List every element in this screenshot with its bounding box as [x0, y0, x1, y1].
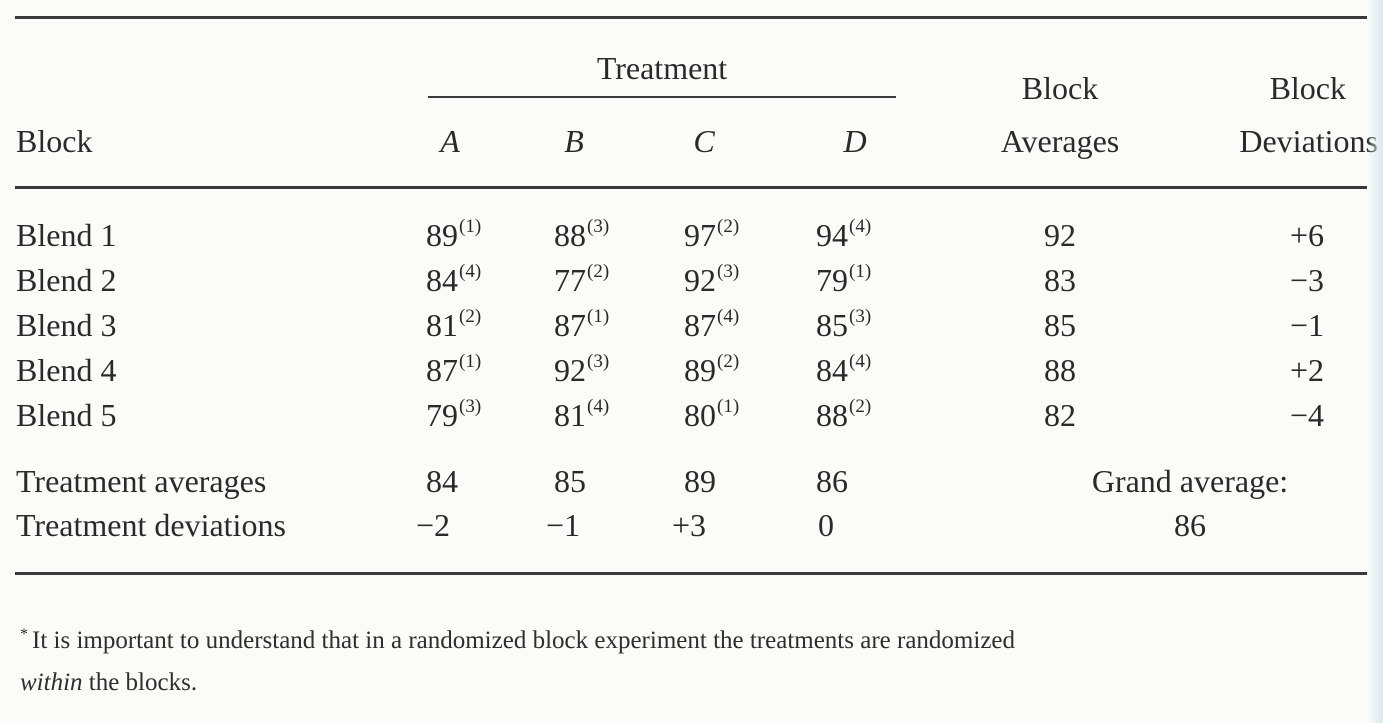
row-label: Blend 3 [16, 307, 117, 343]
footnote-text-end: the blocks. [88, 669, 198, 696]
grand-average-label: Grand average: [1091, 463, 1289, 499]
treatment-group-rule [428, 96, 896, 98]
block-deviation: −3 [1289, 262, 1324, 298]
header-rule [15, 186, 1367, 189]
treatment-averages-label: Treatment averages [16, 463, 267, 499]
block-deviations-header-line2: Deviations [1239, 123, 1378, 159]
footnote: * It is important to understand that in a… [20, 614, 1372, 704]
table-cell: 92(3) [554, 351, 610, 388]
treatment-average: 85 [554, 463, 586, 499]
row-label: Blend 5 [16, 397, 117, 433]
table-cell: 81(2) [426, 306, 482, 343]
table-cell: 88(3) [554, 216, 610, 253]
treatment-average: 86 [816, 463, 848, 499]
treatment-average: 84 [426, 463, 458, 499]
row-label: Blend 4 [16, 352, 117, 388]
table-cell: 89(2) [684, 351, 740, 388]
bottom-rule [15, 572, 1367, 575]
treatment-average: 89 [684, 463, 716, 499]
treatment-header-a: A [440, 123, 460, 159]
table-cell: 77(2) [554, 261, 610, 298]
block-deviation: +6 [1289, 217, 1324, 253]
table-cell: 92(3) [684, 261, 740, 298]
block-deviation: −4 [1289, 397, 1324, 433]
treatment-group-header: Treatment [596, 50, 728, 86]
block-average: 82 [1044, 397, 1076, 433]
block-average: 92 [1044, 217, 1076, 253]
table-cell: 97(2) [684, 216, 740, 253]
treatment-deviation: +3 [672, 507, 707, 543]
treatment-header-c: C [693, 123, 715, 159]
table-cell: 80(1) [684, 396, 740, 433]
table-cell: 87(1) [554, 306, 610, 343]
treatment-deviation: −1 [546, 507, 581, 543]
top-rule [15, 16, 1367, 19]
table-cell: 84(4) [816, 351, 872, 388]
block-column-header: Block [16, 123, 93, 159]
block-average: 85 [1044, 307, 1076, 343]
table-cell: 81(4) [554, 396, 610, 433]
table-cell: 94(4) [816, 216, 872, 253]
treatment-deviation: 0 [818, 507, 834, 543]
block-averages-header-line1: Block [1021, 70, 1099, 106]
block-deviation: −1 [1289, 307, 1324, 343]
block-average: 88 [1044, 352, 1076, 388]
footnote-mark: * [20, 626, 28, 643]
table-cell: 87(1) [426, 351, 482, 388]
block-average: 83 [1044, 262, 1076, 298]
treatment-header-d: D [843, 123, 867, 159]
block-averages-header-line2: Averages [1000, 123, 1120, 159]
row-label: Blend 2 [16, 262, 117, 298]
page-edge-shadow [1367, 0, 1383, 723]
treatment-deviation: −2 [416, 507, 451, 543]
grand-average-value: 86 [1174, 507, 1206, 543]
table-cell: 88(2) [816, 396, 872, 433]
table-cell: 89(1) [426, 216, 482, 253]
block-deviation: +2 [1289, 352, 1324, 388]
footnote-emphasis: within [20, 669, 83, 696]
table-cell: 87(4) [684, 306, 740, 343]
footnote-text: It is important to understand that in a … [32, 627, 1016, 654]
table-cell: 84(4) [426, 261, 482, 298]
table-cell: 79(3) [426, 396, 482, 433]
table-cell: 79(1) [816, 261, 872, 298]
treatment-deviations-label: Treatment deviations [16, 507, 286, 543]
table-cell: 85(3) [816, 306, 872, 343]
block-deviations-header-line1: Block [1269, 70, 1346, 106]
treatment-header-b: B [564, 123, 584, 159]
row-label: Blend 1 [16, 217, 117, 253]
